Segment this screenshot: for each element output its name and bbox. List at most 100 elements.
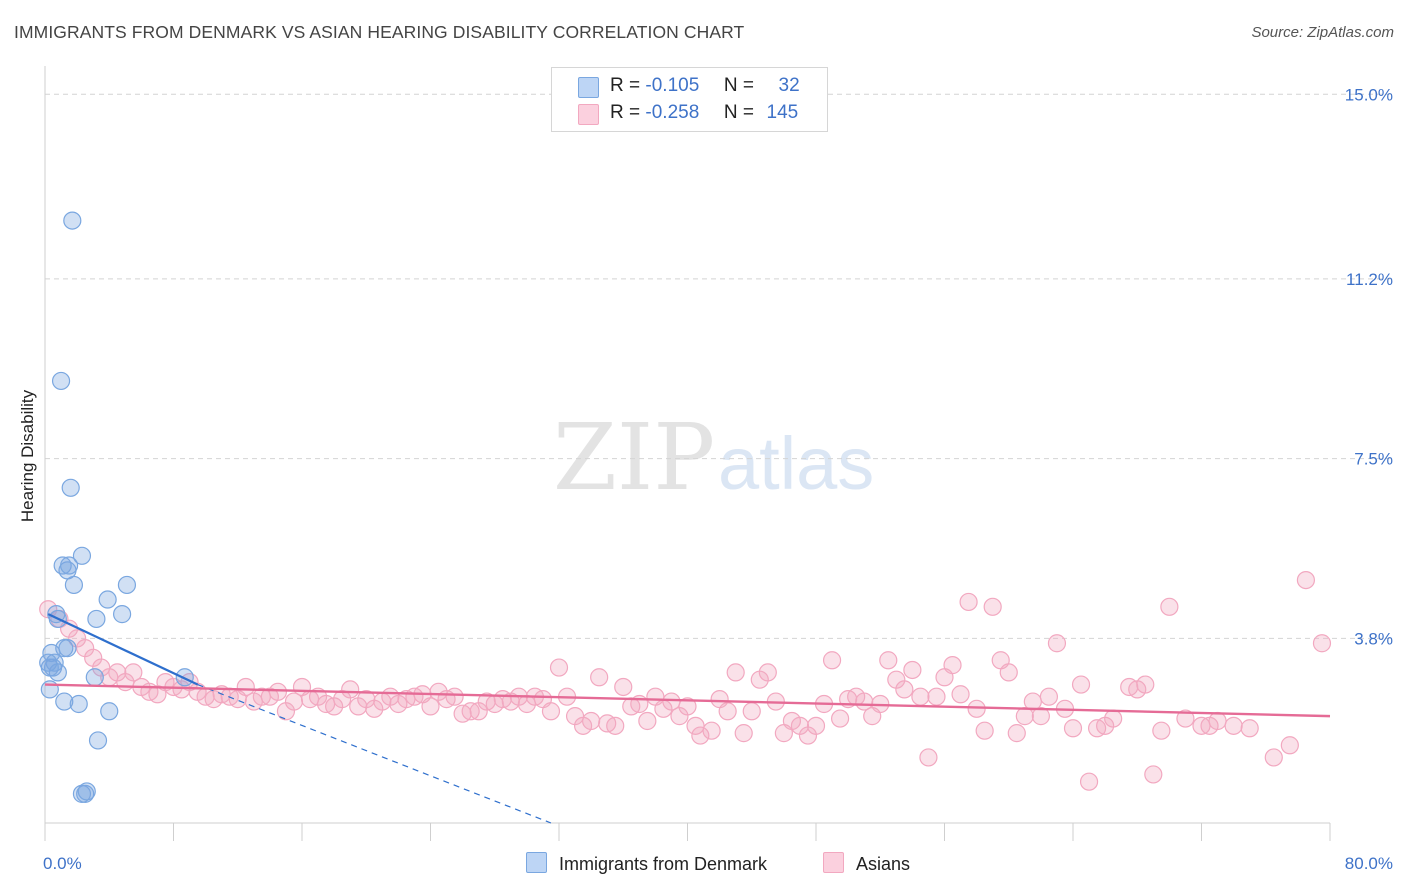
y-tick-label: 7.5% bbox=[1354, 450, 1393, 469]
data-point-asians bbox=[1264, 748, 1283, 767]
chart-title: IMMIGRANTS FROM DENMARK VS ASIAN HEARING… bbox=[14, 22, 745, 42]
data-point-denmark bbox=[87, 609, 106, 629]
data-point-asians bbox=[638, 711, 657, 731]
data-point-asians bbox=[983, 597, 1002, 616]
watermark-zip: ZIP bbox=[553, 404, 715, 511]
data-point-asians bbox=[911, 687, 930, 706]
bottom-legend-asians: Asians bbox=[823, 852, 910, 875]
correlation-legend: R = -0.105 N = 32 R = -0.258 N = 145 bbox=[551, 67, 828, 132]
x-tick-label: 80.0% bbox=[1345, 854, 1393, 873]
data-point-denmark bbox=[117, 575, 137, 595]
data-point-asians bbox=[702, 721, 721, 740]
data-point-asians bbox=[1071, 675, 1091, 694]
data-point-asians bbox=[822, 651, 842, 670]
data-point-asians bbox=[1240, 719, 1259, 738]
legend-r-value-denmark: -0.105 bbox=[645, 75, 700, 96]
data-point-denmark bbox=[39, 653, 58, 672]
bottom-legend-swatch-asians bbox=[823, 852, 844, 873]
data-point-asians bbox=[734, 724, 753, 743]
legend-swatch-denmark bbox=[578, 77, 599, 98]
data-point-asians bbox=[975, 721, 994, 740]
series-asians-points bbox=[39, 211, 194, 803]
data-point-asians bbox=[341, 680, 360, 699]
data-point-asians bbox=[421, 697, 440, 716]
data-point-denmark bbox=[100, 702, 119, 721]
data-point-denmark bbox=[98, 590, 117, 609]
data-point-denmark bbox=[88, 731, 108, 750]
data-point-asians bbox=[1152, 721, 1171, 740]
data-point-asians bbox=[691, 726, 710, 745]
data-point-asians bbox=[967, 699, 986, 718]
data-point-asians bbox=[590, 668, 609, 687]
data-point-asians bbox=[1007, 724, 1026, 743]
data-point-asians bbox=[582, 711, 601, 731]
data-point-asians bbox=[678, 697, 697, 716]
data-point-denmark bbox=[55, 692, 74, 711]
legend-n-value-asians: 145 bbox=[766, 102, 799, 123]
data-point-asians bbox=[927, 687, 946, 706]
trend-line-denmark-extrapolated bbox=[197, 683, 552, 824]
data-point-asians bbox=[1079, 772, 1099, 791]
data-point-denmark bbox=[175, 668, 194, 687]
y-tick-label: 11.2% bbox=[1346, 270, 1393, 289]
data-point-denmark bbox=[112, 605, 132, 624]
data-point-asians bbox=[895, 680, 914, 699]
data-point-asians bbox=[919, 748, 938, 767]
legend-r-label: R = bbox=[610, 75, 641, 96]
legend-swatch-asians bbox=[578, 104, 599, 125]
legend-n-label: N = bbox=[723, 75, 754, 96]
data-point-asians bbox=[614, 677, 633, 697]
data-point-denmark bbox=[40, 680, 59, 699]
gridlines bbox=[45, 93, 1393, 639]
data-point-asians bbox=[830, 709, 850, 728]
data-point-asians bbox=[541, 702, 561, 721]
series-denmark-points bbox=[39, 570, 1332, 791]
data-point-denmark bbox=[64, 575, 84, 595]
data-point-asians bbox=[124, 663, 143, 682]
data-point-denmark bbox=[77, 782, 96, 801]
bottom-legend-label-asians: Asians bbox=[856, 854, 911, 874]
data-point-asians bbox=[268, 682, 288, 701]
data-point-asians bbox=[1312, 634, 1332, 653]
data-point-denmark bbox=[42, 643, 61, 663]
data-point-asians bbox=[236, 677, 255, 697]
data-point-asians bbox=[742, 702, 761, 721]
data-point-denmark bbox=[61, 478, 80, 497]
data-point-asians bbox=[1280, 736, 1299, 755]
y-tick-label: 3.8% bbox=[1354, 629, 1393, 648]
trend-lines bbox=[44, 613, 1331, 824]
tick-labels: 3.8% 7.5% 11.2% 15.0% 0.0% 80.0% bbox=[43, 85, 1393, 873]
data-point-asians bbox=[903, 660, 922, 680]
data-point-asians bbox=[1208, 711, 1227, 731]
data-point-denmark bbox=[59, 556, 79, 575]
data-point-asians bbox=[806, 716, 826, 735]
data-point-denmark bbox=[63, 211, 82, 230]
legend-n-label: N = bbox=[723, 102, 754, 123]
watermark-atlas: atlas bbox=[718, 422, 874, 505]
legend-r-label: R = bbox=[610, 102, 641, 123]
data-point-asians bbox=[1031, 707, 1050, 726]
data-point-asians bbox=[726, 663, 745, 682]
data-point-denmark bbox=[72, 546, 92, 565]
trend-line-denmark bbox=[47, 613, 199, 686]
trend-line-asians bbox=[44, 683, 1331, 718]
data-point-asians bbox=[606, 716, 625, 735]
bottom-legend-swatch-denmark bbox=[526, 852, 547, 873]
data-point-asians bbox=[1224, 716, 1243, 735]
data-point-asians bbox=[943, 656, 962, 675]
data-point-asians bbox=[1176, 709, 1195, 728]
data-point-asians bbox=[445, 687, 464, 706]
data-point-asians bbox=[1104, 709, 1123, 728]
y-tick-label: 15.0% bbox=[1345, 85, 1393, 104]
data-point-denmark bbox=[85, 668, 104, 687]
data-point-asians bbox=[1063, 719, 1083, 738]
data-point-denmark bbox=[58, 639, 77, 658]
data-point-asians bbox=[549, 658, 569, 677]
legend-r-value-asians: -0.258 bbox=[645, 102, 700, 123]
data-point-asians bbox=[1160, 597, 1179, 616]
data-point-asians bbox=[758, 663, 777, 682]
source-label: Source: ZipAtlas.com bbox=[1251, 24, 1394, 41]
bottom-legend-denmark: Immigrants from Denmark bbox=[526, 852, 767, 875]
data-point-asians bbox=[1144, 765, 1163, 784]
data-point-asians bbox=[1039, 687, 1059, 706]
